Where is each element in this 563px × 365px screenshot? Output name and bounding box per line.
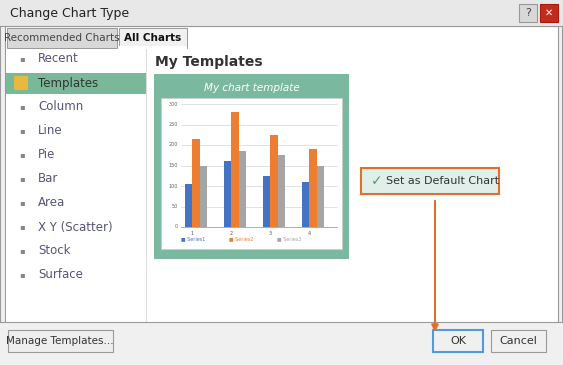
Text: All Charts: All Charts — [124, 33, 182, 43]
Text: ▪: ▪ — [19, 127, 25, 135]
Text: Line: Line — [38, 124, 62, 138]
Bar — [6, 48, 146, 323]
Text: ✓: ✓ — [371, 174, 383, 188]
Bar — [540, 4, 558, 22]
Bar — [6, 73, 146, 94]
Text: 200: 200 — [169, 142, 178, 147]
Text: ■ Series1: ■ Series1 — [181, 237, 205, 242]
Bar — [361, 168, 499, 194]
Text: ▪: ▪ — [19, 54, 25, 64]
Bar — [185, 184, 192, 227]
Text: Pie: Pie — [38, 149, 55, 161]
Text: ■ Series3: ■ Series3 — [277, 237, 301, 242]
Text: ▪: ▪ — [19, 199, 25, 207]
Text: Set as Default Chart: Set as Default Chart — [386, 176, 499, 186]
Bar — [14, 76, 28, 90]
Bar — [0, 322, 563, 365]
Bar — [0, 0, 563, 26]
Text: 250: 250 — [169, 122, 178, 127]
Bar — [193, 139, 199, 227]
Bar — [302, 182, 309, 227]
Text: ▪: ▪ — [19, 103, 25, 111]
Text: Recent: Recent — [38, 53, 79, 65]
Bar — [270, 135, 278, 227]
Text: My chart template: My chart template — [204, 83, 300, 93]
Bar — [491, 330, 546, 352]
Text: Templates: Templates — [38, 77, 99, 89]
Text: Area: Area — [38, 196, 65, 210]
Bar — [200, 165, 207, 227]
Text: 1: 1 — [191, 231, 194, 236]
Text: X Y (Scatter): X Y (Scatter) — [38, 220, 113, 234]
Bar — [317, 165, 324, 227]
Text: Cancel: Cancel — [499, 336, 538, 346]
Bar — [154, 74, 349, 259]
Bar — [119, 46, 187, 49]
Text: Surface: Surface — [38, 269, 83, 281]
Text: Manage Templates...: Manage Templates... — [6, 336, 114, 346]
Text: ?: ? — [525, 8, 531, 18]
Text: 3: 3 — [269, 231, 272, 236]
Text: Bar: Bar — [38, 173, 59, 185]
Text: 300: 300 — [169, 101, 178, 107]
Text: Change Chart Type: Change Chart Type — [10, 7, 129, 19]
Text: ✕: ✕ — [545, 8, 553, 18]
Bar — [278, 155, 285, 227]
Text: ▪: ▪ — [19, 270, 25, 280]
Bar — [8, 330, 113, 352]
Text: 4: 4 — [308, 231, 311, 236]
Text: OK: OK — [450, 336, 466, 346]
Text: 2: 2 — [230, 231, 233, 236]
Text: ▪: ▪ — [19, 174, 25, 184]
Text: 50: 50 — [172, 204, 178, 209]
Bar — [433, 330, 483, 352]
Text: 100: 100 — [169, 184, 178, 188]
Text: Recommended Charts: Recommended Charts — [4, 33, 120, 43]
Bar — [119, 28, 187, 48]
Bar — [231, 112, 239, 227]
Text: ■ Series2: ■ Series2 — [229, 237, 253, 242]
Bar — [263, 176, 270, 227]
Bar — [239, 151, 246, 227]
Bar — [310, 149, 316, 227]
Text: Stock: Stock — [38, 245, 70, 257]
Bar — [5, 26, 558, 339]
Bar — [161, 98, 342, 249]
Text: My Templates: My Templates — [155, 55, 262, 69]
Bar — [7, 28, 117, 48]
Text: ▪: ▪ — [19, 246, 25, 256]
Bar — [519, 4, 537, 22]
Text: 0: 0 — [175, 224, 178, 230]
Text: ▪: ▪ — [19, 223, 25, 231]
Text: 150: 150 — [169, 163, 178, 168]
Text: Column: Column — [38, 100, 83, 114]
Bar — [224, 161, 231, 227]
Text: ▪: ▪ — [19, 150, 25, 160]
